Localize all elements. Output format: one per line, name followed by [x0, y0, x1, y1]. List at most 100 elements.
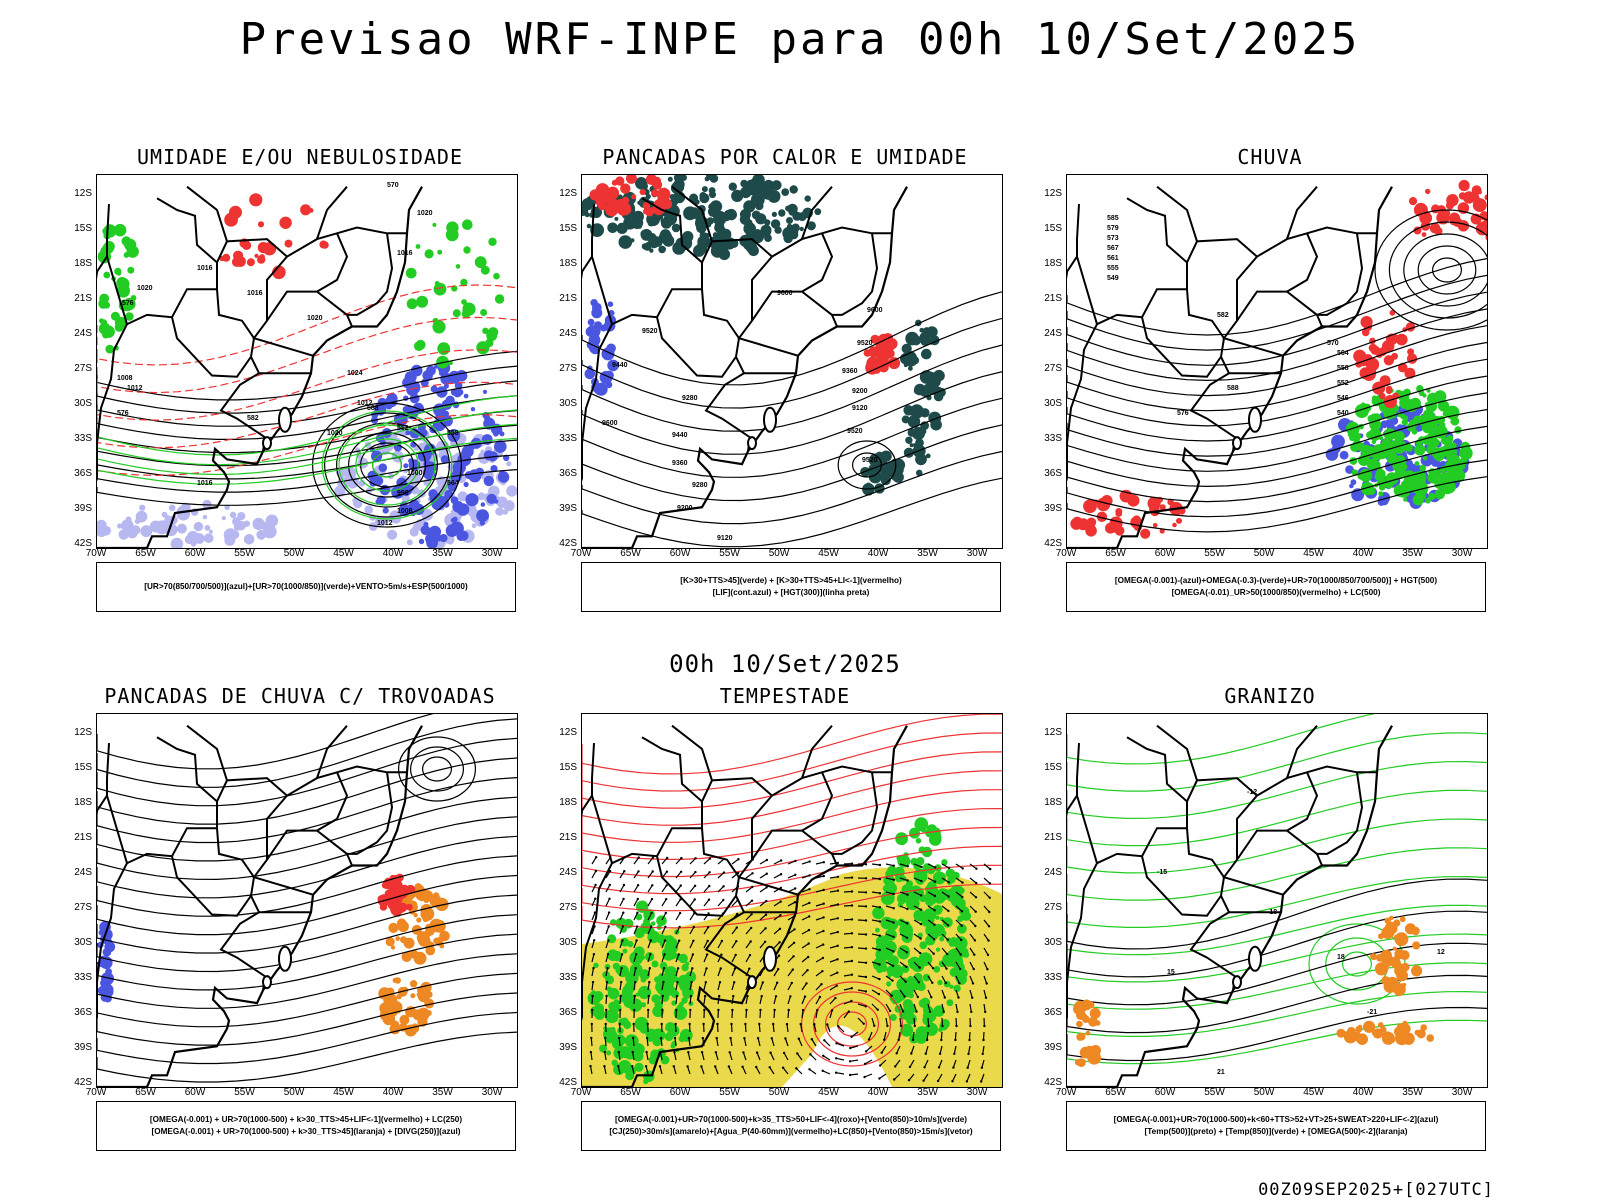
- field-cell: [665, 935, 675, 945]
- vector-head: [607, 911, 611, 914]
- wind-vector: [796, 1053, 803, 1061]
- field-cell: [373, 476, 384, 486]
- vector-head: [966, 1066, 969, 1069]
- field-cell: [639, 1024, 650, 1034]
- legend-line: [CJ(250)>30m/s](amarelo)+[Agua_P(40-60mm…: [609, 1127, 973, 1136]
- wind-vector: [675, 885, 682, 893]
- vector-head: [777, 954, 781, 957]
- wind-vector: [829, 931, 838, 935]
- latitude-tick-label: 12S: [74, 188, 92, 199]
- wind-vector: [715, 1052, 719, 1061]
- wind-vector: [689, 871, 696, 879]
- vector-head: [951, 1080, 954, 1083]
- field-cell: [494, 440, 507, 453]
- country-border: [582, 743, 595, 812]
- field-cell: [1396, 950, 1403, 957]
- field-cell: [506, 461, 512, 467]
- field-cell: [908, 366, 913, 371]
- wind-vector: [759, 900, 767, 907]
- vector-head: [635, 925, 639, 928]
- panel-tempestade: TEMPESTADE 12S 15S 18S 21S 24S 27S 30S 33S 36S 39S…: [545, 684, 1025, 1154]
- vector-head: [650, 911, 653, 915]
- vector-head: [878, 863, 882, 867]
- wind-vector: [591, 926, 596, 935]
- wind-vector: [730, 1023, 733, 1033]
- wind-vector: [912, 1031, 915, 1040]
- wind-vector: [941, 1017, 944, 1027]
- field-cell: [432, 222, 437, 227]
- wind-vector: [633, 912, 638, 921]
- field-cell: [650, 178, 660, 187]
- vector-head: [665, 870, 669, 873]
- country-border: [1236, 765, 1377, 860]
- vector-head: [745, 1008, 748, 1012]
- wind-vector: [633, 857, 640, 865]
- vector-head: [919, 922, 923, 926]
- field-cell: [791, 223, 800, 232]
- vector-head: [983, 1024, 986, 1028]
- field-cell: [1484, 194, 1487, 201]
- longitude-tick-label: 65W: [620, 1087, 641, 1098]
- vector-head: [836, 889, 840, 892]
- field-cell: [620, 183, 631, 194]
- field-lif: [584, 299, 619, 396]
- latitude-tick-label: 39S: [559, 503, 577, 514]
- wind-vector: [885, 877, 894, 881]
- wind-vector: [941, 863, 950, 869]
- longitude-tick-label: 50W: [768, 1087, 790, 1098]
- hgt300-contours: [582, 291, 1002, 548]
- map-canvas: 9600960095209520944093609280920091209520…: [582, 175, 1002, 548]
- wind-vector: [843, 960, 852, 963]
- field-cell: [410, 364, 423, 377]
- wind-vector: [675, 871, 682, 879]
- contour-line: [1067, 325, 1487, 397]
- field-cell: [916, 982, 926, 992]
- wind-vector: [801, 969, 808, 977]
- vector-head: [686, 1065, 689, 1068]
- field-cell: [470, 407, 476, 412]
- wind-vector: [645, 1066, 649, 1075]
- vector-head: [916, 995, 919, 999]
- wind-vector: [687, 1052, 691, 1061]
- forecast-map: 1016 1020 1016 1020 1024 1008 1012 1020 1020 1016…: [96, 174, 518, 549]
- field-cell: [1448, 466, 1457, 474]
- field-cell: [1390, 1037, 1396, 1043]
- low-ring: [422, 756, 453, 782]
- wind-vector: [661, 940, 666, 949]
- field-cell: [1396, 963, 1404, 971]
- contour-line: [1067, 933, 1487, 983]
- field-cell: [488, 237, 497, 246]
- wind-vector: [871, 933, 880, 937]
- vector-head: [662, 980, 665, 984]
- wind-vector: [913, 863, 922, 868]
- field-cell: [437, 478, 451, 492]
- field-cell: [506, 485, 517, 497]
- field-cell: [388, 922, 399, 933]
- wind-vector: [689, 940, 694, 949]
- vector-head: [636, 884, 640, 887]
- field-cell: [1471, 185, 1482, 195]
- wind-vector: [801, 943, 810, 949]
- vector-head: [971, 982, 975, 985]
- wind-vector: [787, 1009, 790, 1019]
- contour-label: 1020: [307, 315, 323, 322]
- country-border: [737, 290, 838, 357]
- wind-vector: [913, 1003, 918, 1012]
- forecast-map: 585 579 573 567 561 555 549 582 576 570 564 558 552 5…: [1066, 174, 1488, 549]
- field-cell: [375, 499, 381, 505]
- contour-line: [1067, 476, 1487, 533]
- contour-label: 573: [1107, 235, 1119, 242]
- contour-label: 9600: [602, 420, 618, 427]
- field-cell: [1411, 926, 1420, 936]
- wind-vector: [758, 1023, 761, 1033]
- contour-label: 579: [1107, 225, 1119, 232]
- forecast-map: [581, 713, 1003, 1088]
- field-cell: [400, 936, 407, 944]
- field-cell: [699, 192, 707, 200]
- wind-vector: [603, 1066, 607, 1075]
- field-cell: [781, 188, 790, 196]
- wind-vector: [815, 983, 822, 991]
- low-ring: [348, 432, 427, 498]
- low-ring: [398, 736, 477, 802]
- field-cell: [460, 450, 467, 457]
